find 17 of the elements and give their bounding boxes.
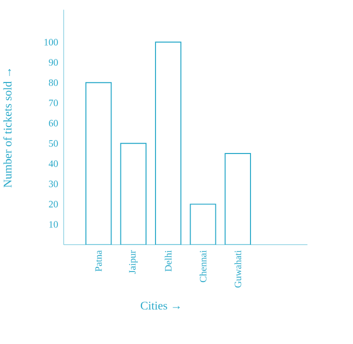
y-tick-label: 90 [48, 59, 58, 66]
y-tick-label: 70 [49, 100, 58, 106]
x-tick-label: Patna [95, 250, 102, 272]
y-tick-label: 20 [48, 200, 58, 208]
y-tick-label: 60 [48, 120, 58, 126]
y-tick-label: 80 [48, 79, 58, 86]
y-tick-label: 30 [48, 180, 58, 188]
x-tick-label: Jaipur [129, 250, 138, 274]
y-tick-label: 10 [49, 221, 58, 228]
x-tick-label: Chennai [200, 250, 206, 282]
y-tick-label: 100 [44, 38, 58, 46]
x-tick-label: Guwahati [234, 250, 242, 288]
y-axis-title: Number of tickets sold → [3, 68, 12, 188]
x-tick-label: Delhi [164, 250, 172, 272]
y-tick-label: 50 [49, 140, 58, 147]
x-axis-title: Cities → [140, 302, 180, 310]
y-tick-label: 40 [48, 160, 58, 167]
